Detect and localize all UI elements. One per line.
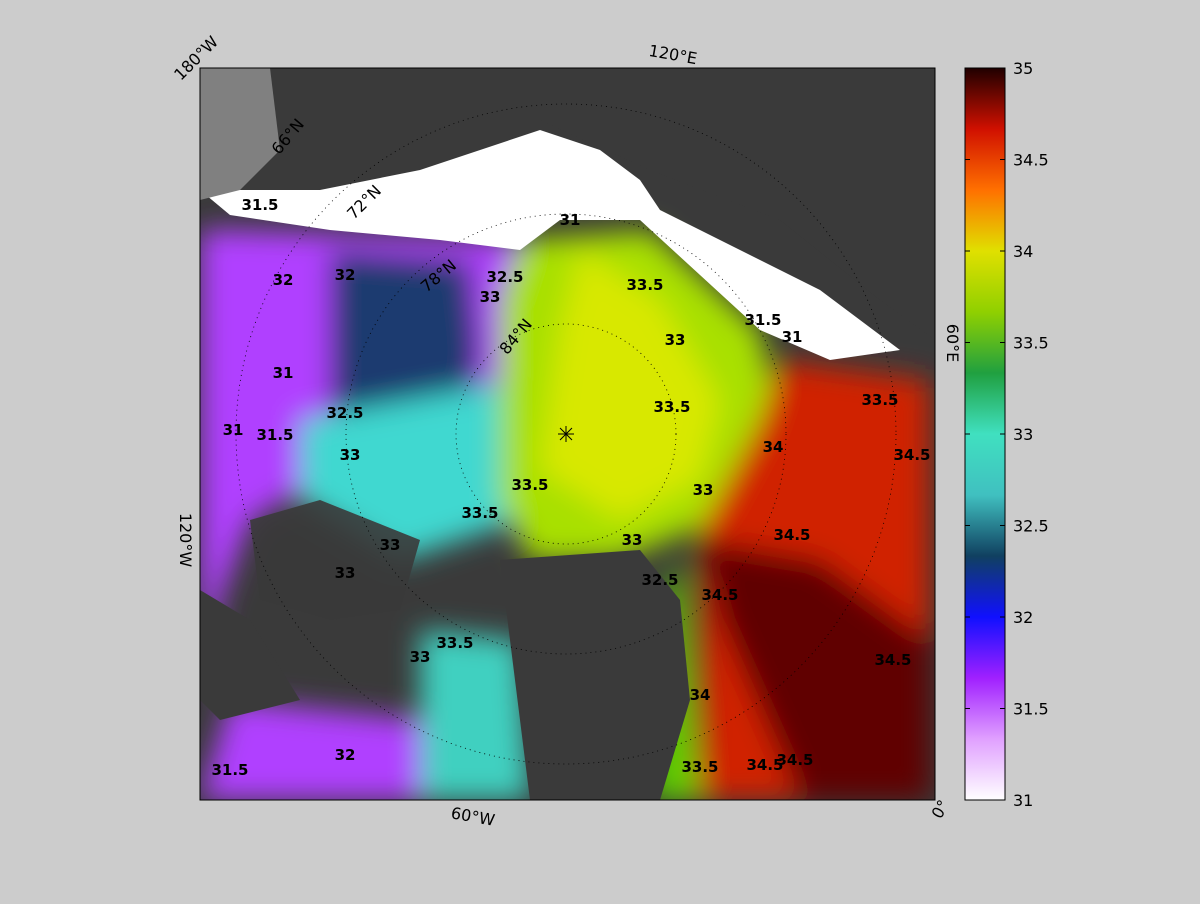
contour-label: 31.5 bbox=[211, 761, 248, 779]
contour-label: 33.5 bbox=[681, 758, 718, 776]
contour-label: 31 bbox=[782, 328, 803, 346]
longitude-label: 120°W bbox=[176, 513, 195, 568]
colorbar-tick-label: 33.5 bbox=[1013, 334, 1049, 353]
contour-label: 31 bbox=[273, 364, 294, 382]
contour-label: 34 bbox=[763, 438, 784, 456]
contour-label: 34.5 bbox=[874, 651, 911, 669]
contour-label: 33.5 bbox=[511, 476, 548, 494]
contour-label: 32 bbox=[273, 271, 294, 289]
contour-label: 34.5 bbox=[746, 756, 783, 774]
contour-label: 32.5 bbox=[641, 571, 678, 589]
contour-label: 33.5 bbox=[861, 391, 898, 409]
contour-label: 33 bbox=[340, 446, 361, 464]
contour-label: 33 bbox=[480, 288, 501, 306]
contour-label: 33.5 bbox=[653, 398, 690, 416]
contour-label: 34.5 bbox=[893, 446, 930, 464]
contour-label: 31.5 bbox=[241, 196, 278, 214]
contour-label: 32.5 bbox=[326, 404, 363, 422]
colorbar-tick-label: 32.5 bbox=[1013, 517, 1049, 536]
colorbar-tick-label: 31.5 bbox=[1013, 700, 1049, 719]
contour-label: 33 bbox=[622, 531, 643, 549]
contour-label: 34 bbox=[690, 686, 711, 704]
contour-label: 33 bbox=[693, 481, 714, 499]
contour-label: 31 bbox=[223, 421, 244, 439]
contour-label: 32 bbox=[335, 266, 356, 284]
longitude-label: 120°E bbox=[647, 41, 698, 68]
colorbar bbox=[964, 67, 1006, 801]
contour-label: 33.5 bbox=[626, 276, 663, 294]
map-frame bbox=[199, 67, 936, 801]
contour-label: 33.5 bbox=[461, 504, 498, 522]
map bbox=[200, 68, 935, 800]
colorbar-tick-label: 33 bbox=[1013, 425, 1033, 444]
contour-label: 34.5 bbox=[701, 586, 738, 604]
contour-label: 32.5 bbox=[486, 268, 523, 286]
contour-label: 33 bbox=[335, 564, 356, 582]
contour-label: 34.5 bbox=[773, 526, 810, 544]
contour-label: 33 bbox=[380, 536, 401, 554]
colorbar-tick-label: 34 bbox=[1013, 242, 1033, 261]
longitude-label: 60°W bbox=[450, 803, 497, 829]
contour-label: 31 bbox=[560, 211, 581, 229]
colorbar-tick-label: 34.5 bbox=[1013, 151, 1049, 170]
longitude-label: 60°E bbox=[943, 324, 962, 362]
contour-label: 34.5 bbox=[776, 751, 813, 769]
colorbar-tick-label: 31 bbox=[1013, 791, 1033, 810]
contour-label: 33.5 bbox=[436, 634, 473, 652]
contour-label: 33 bbox=[410, 648, 431, 666]
contour-label: 32 bbox=[335, 746, 356, 764]
contour-label: 31.5 bbox=[744, 311, 781, 329]
colorbar-tick-label: 32 bbox=[1013, 608, 1033, 627]
colorbar-tick-label: 35 bbox=[1013, 59, 1033, 78]
contour-label: 31.5 bbox=[256, 426, 293, 444]
contour-label: 33 bbox=[665, 331, 686, 349]
